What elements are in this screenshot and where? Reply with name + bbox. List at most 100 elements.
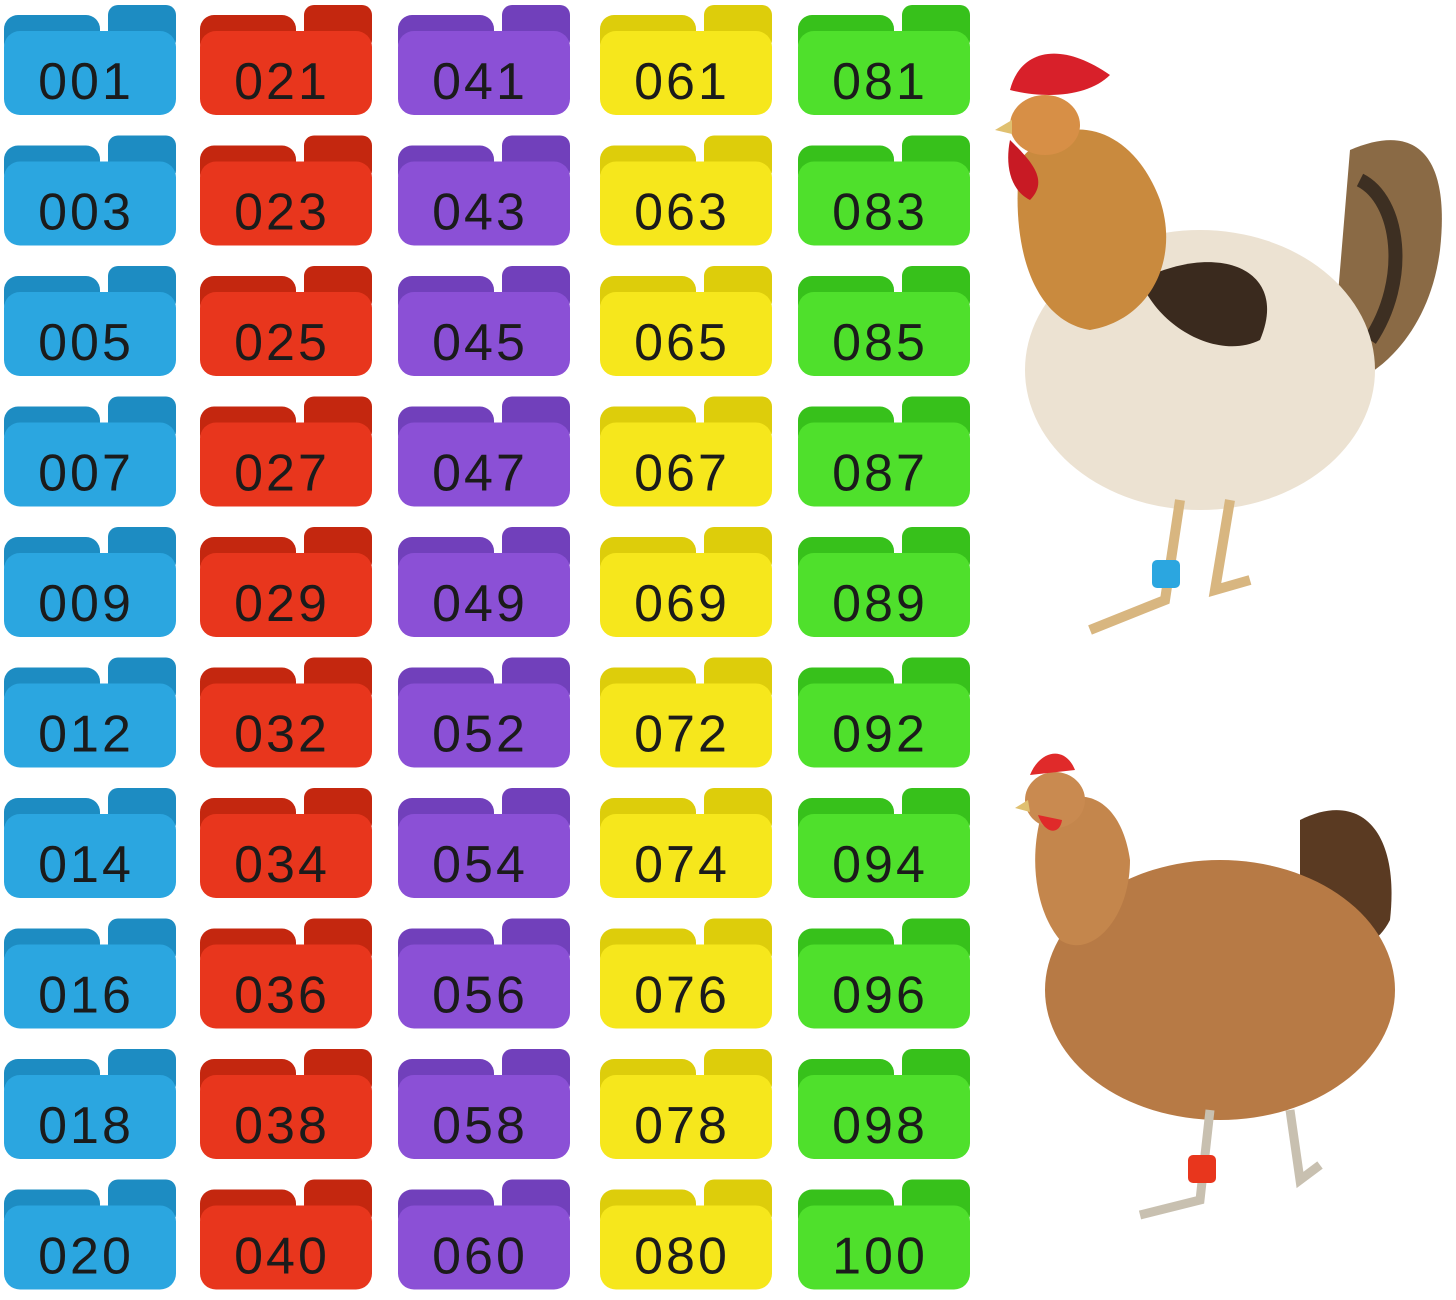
band-front	[798, 553, 970, 637]
band-front	[200, 31, 372, 115]
band-front	[798, 1075, 970, 1159]
rooster-comb	[1010, 53, 1110, 95]
band-front	[200, 814, 372, 898]
band-number: 056	[432, 967, 528, 1025]
band-number: 005	[38, 314, 134, 372]
band-front	[600, 814, 772, 898]
leg-band: 043	[398, 135, 570, 246]
leg-band: 049	[398, 527, 570, 637]
leg-band: 014	[4, 788, 176, 898]
band-front	[398, 683, 570, 768]
band-front	[398, 814, 570, 898]
band-number: 020	[38, 1228, 134, 1286]
band-number: 072	[634, 706, 730, 764]
band-number: 060	[432, 1228, 528, 1286]
leg-band: 020	[4, 1179, 176, 1290]
band-number: 098	[832, 1097, 928, 1155]
rooster	[995, 53, 1442, 635]
band-number: 047	[432, 445, 528, 503]
leg-band: 058	[398, 1049, 570, 1159]
band-number: 089	[832, 575, 928, 633]
hen-body	[1045, 860, 1395, 1120]
leg-band: 096	[798, 918, 970, 1029]
leg-band: 032	[200, 657, 372, 768]
rooster-wattle	[1008, 140, 1039, 200]
band-number: 025	[234, 314, 330, 372]
leg-band: 034	[200, 788, 372, 898]
leg-band: 038	[200, 1049, 372, 1159]
band-front	[4, 553, 176, 637]
band-front	[798, 683, 970, 768]
leg-band: 025	[200, 266, 372, 376]
leg-band: 100	[798, 1179, 970, 1290]
band-number: 087	[832, 445, 928, 503]
band-front	[4, 422, 176, 507]
band-number: 092	[832, 706, 928, 764]
band-front	[200, 292, 372, 376]
leg-band: 076	[600, 918, 772, 1029]
band-number: 012	[38, 706, 134, 764]
leg-band: 083	[798, 135, 970, 246]
leg-band: 036	[200, 918, 372, 1029]
band-front	[600, 553, 772, 637]
band-front	[200, 422, 372, 507]
band-front	[600, 1205, 772, 1290]
rooster-head	[1010, 95, 1080, 155]
hen	[1015, 753, 1395, 1220]
band-front	[398, 161, 570, 246]
band-number: 041	[432, 53, 528, 111]
leg-band: 061	[600, 5, 772, 115]
leg-bands: 001 003 005 007 009 012 014 016 018 020 021 023 025 0…	[4, 5, 970, 1290]
leg-band: 018	[4, 1049, 176, 1159]
band-front	[200, 553, 372, 637]
leg-band: 047	[398, 396, 570, 507]
leg-band: 060	[398, 1179, 570, 1290]
band-number: 058	[432, 1097, 528, 1155]
leg-band: 063	[600, 135, 772, 246]
band-number: 029	[234, 575, 330, 633]
band-number: 074	[634, 836, 730, 894]
band-number: 081	[832, 53, 928, 111]
leg-band: 029	[200, 527, 372, 637]
band-front	[200, 161, 372, 246]
band-front	[200, 1205, 372, 1290]
band-front	[398, 1205, 570, 1290]
band-number: 085	[832, 314, 928, 372]
leg-band: 016	[4, 918, 176, 1029]
band-number: 040	[234, 1228, 330, 1286]
band-number: 100	[832, 1228, 928, 1286]
band-front	[600, 292, 772, 376]
leg-band: 027	[200, 396, 372, 507]
band-front	[798, 422, 970, 507]
band-front	[4, 944, 176, 1029]
hen-legs	[1138, 1109, 1323, 1220]
band-front	[4, 683, 176, 768]
band-number: 043	[432, 184, 528, 242]
band-front	[600, 31, 772, 115]
band-number: 007	[38, 445, 134, 503]
band-number: 076	[634, 967, 730, 1025]
leg-band: 012	[4, 657, 176, 768]
band-number: 054	[432, 836, 528, 894]
band-number: 018	[38, 1097, 134, 1155]
band-front	[798, 814, 970, 898]
hen-beak	[1015, 800, 1030, 812]
leg-band: 023	[200, 135, 372, 246]
leg-band: 072	[600, 657, 772, 768]
band-number: 009	[38, 575, 134, 633]
leg-band: 087	[798, 396, 970, 507]
band-front	[600, 683, 772, 768]
band-number: 034	[234, 836, 330, 894]
band-number: 016	[38, 967, 134, 1025]
band-number: 036	[234, 967, 330, 1025]
band-front	[4, 1075, 176, 1159]
leg-band: 021	[200, 5, 372, 115]
leg-band: 085	[798, 266, 970, 376]
band-front	[798, 292, 970, 376]
band-number: 014	[38, 836, 134, 894]
rooster-band	[1152, 560, 1180, 588]
band-front	[798, 1205, 970, 1290]
leg-band: 054	[398, 788, 570, 898]
band-number: 061	[634, 53, 730, 111]
